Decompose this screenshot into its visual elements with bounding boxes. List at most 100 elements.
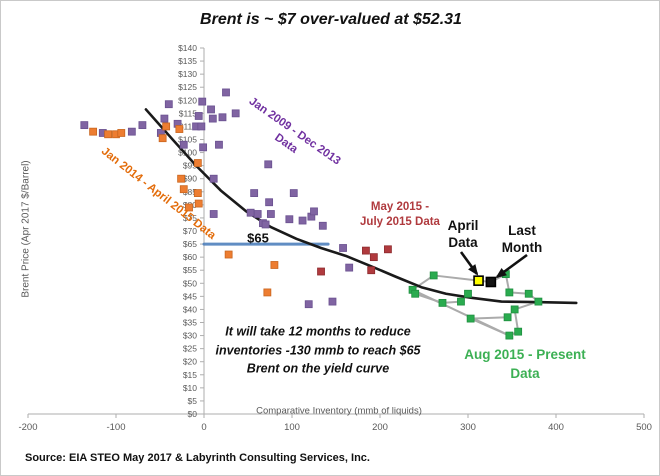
data-point [328, 297, 337, 306]
y-tick-label: $0 [188, 409, 198, 419]
data-point [198, 97, 207, 106]
data-point [231, 109, 240, 118]
x-tick-label: 200 [372, 422, 388, 433]
y-tick-label: $85 [183, 187, 197, 197]
y-tick-label: $20 [183, 357, 197, 367]
data-point [411, 289, 420, 298]
y-tick-label: $25 [183, 344, 197, 354]
y-tick-label: $115 [179, 108, 198, 118]
data-point [345, 263, 354, 272]
y-tick-label: $65 [183, 239, 197, 249]
annotation-line: Aug 2015 - Present [464, 347, 586, 362]
data-point [457, 297, 465, 306]
data-point [162, 122, 171, 131]
data-point [304, 300, 313, 309]
data-point [384, 245, 392, 254]
data-point [208, 114, 217, 123]
annotation-line: April [447, 218, 479, 233]
y-tick-label: $30 [183, 331, 197, 341]
data-point [524, 289, 533, 298]
y-tick-label: $45 [183, 291, 197, 301]
y-tick-label: $55 [183, 265, 197, 275]
data-point [367, 266, 376, 275]
x-tick-label: 0 [201, 422, 206, 433]
chart-title: Brent is ~ $7 over-valued at $52.31 [200, 11, 462, 28]
data-point [194, 199, 203, 208]
y-tick-label: $125 [178, 82, 197, 92]
x-tick-label: 500 [636, 422, 652, 433]
data-point [429, 271, 438, 280]
data-point [485, 276, 497, 288]
data-point [503, 313, 512, 322]
y-tick-label: $130 [178, 69, 197, 79]
data-point [175, 125, 184, 133]
y-tick-label: $40 [183, 304, 197, 314]
data-point [253, 210, 262, 218]
data-point [207, 105, 215, 114]
data-point [289, 189, 298, 197]
annotation-may2015-jul2015: May 2015 - July 2015 Data [360, 200, 440, 230]
data-point [127, 127, 136, 136]
annotation-line: Data [448, 235, 478, 250]
y-tick-label: $90 [183, 174, 197, 184]
data-point [138, 121, 147, 130]
x-tick-label: -100 [106, 422, 125, 433]
x-tick-label: -200 [18, 422, 37, 433]
data-point [339, 244, 347, 252]
data-point [505, 288, 514, 297]
data-point [264, 160, 273, 169]
x-axis-title: Comparative Inventory (mmb of liquids) [256, 405, 422, 417]
data-point [179, 140, 188, 149]
data-point [266, 210, 275, 218]
data-point [218, 113, 227, 122]
y-tick-label: $140 [178, 43, 197, 53]
x-tick-label: 100 [284, 422, 300, 433]
data-point [224, 250, 233, 259]
data-point [270, 261, 279, 269]
y-tick-label: $120 [178, 95, 197, 105]
data-point [80, 121, 89, 130]
y-tick-label: $110 [179, 121, 198, 131]
data-point [310, 207, 318, 216]
y-tick-label: $100 [178, 148, 197, 158]
data-point [179, 185, 188, 194]
y-tick-label: $5 [188, 396, 198, 406]
data-point [117, 129, 126, 137]
data-point [466, 314, 475, 323]
y-tick-label: $105 [178, 134, 197, 144]
data-point [209, 210, 218, 218]
data-point [89, 127, 98, 136]
data-point [222, 88, 230, 97]
data-point [261, 220, 270, 229]
annotation-line: July 2015 Data [360, 216, 440, 228]
y-tick-label: $10 [183, 383, 197, 393]
data-point [197, 122, 206, 131]
data-point [317, 267, 325, 276]
data-point [318, 221, 327, 230]
annotation-line: inventories -130 mmb to reach $65 [215, 342, 421, 357]
annotation-line: Data [510, 366, 540, 381]
annotation-price-65: $65 [247, 230, 269, 246]
y-tick-label: $15 [183, 370, 197, 380]
data-point [215, 140, 223, 149]
annotation-last-month: Last Month [502, 222, 542, 256]
data-point [298, 216, 307, 225]
data-point [246, 208, 255, 217]
data-point [369, 253, 378, 262]
data-point [194, 112, 203, 120]
data-point [263, 288, 272, 297]
y-tick-label: $60 [183, 252, 197, 262]
data-point [362, 246, 370, 255]
x-tick-label: 300 [460, 422, 476, 433]
y-tick-label: $35 [183, 317, 197, 327]
data-point [104, 130, 112, 139]
data-point [160, 114, 169, 123]
annotation-arrowhead [495, 268, 507, 279]
y-tick-label: $95 [183, 161, 197, 171]
data-point [438, 298, 447, 307]
x-tick-label: 400 [548, 422, 564, 433]
green-series-connector [412, 288, 510, 337]
data-point [473, 275, 484, 286]
data-point [514, 327, 523, 336]
